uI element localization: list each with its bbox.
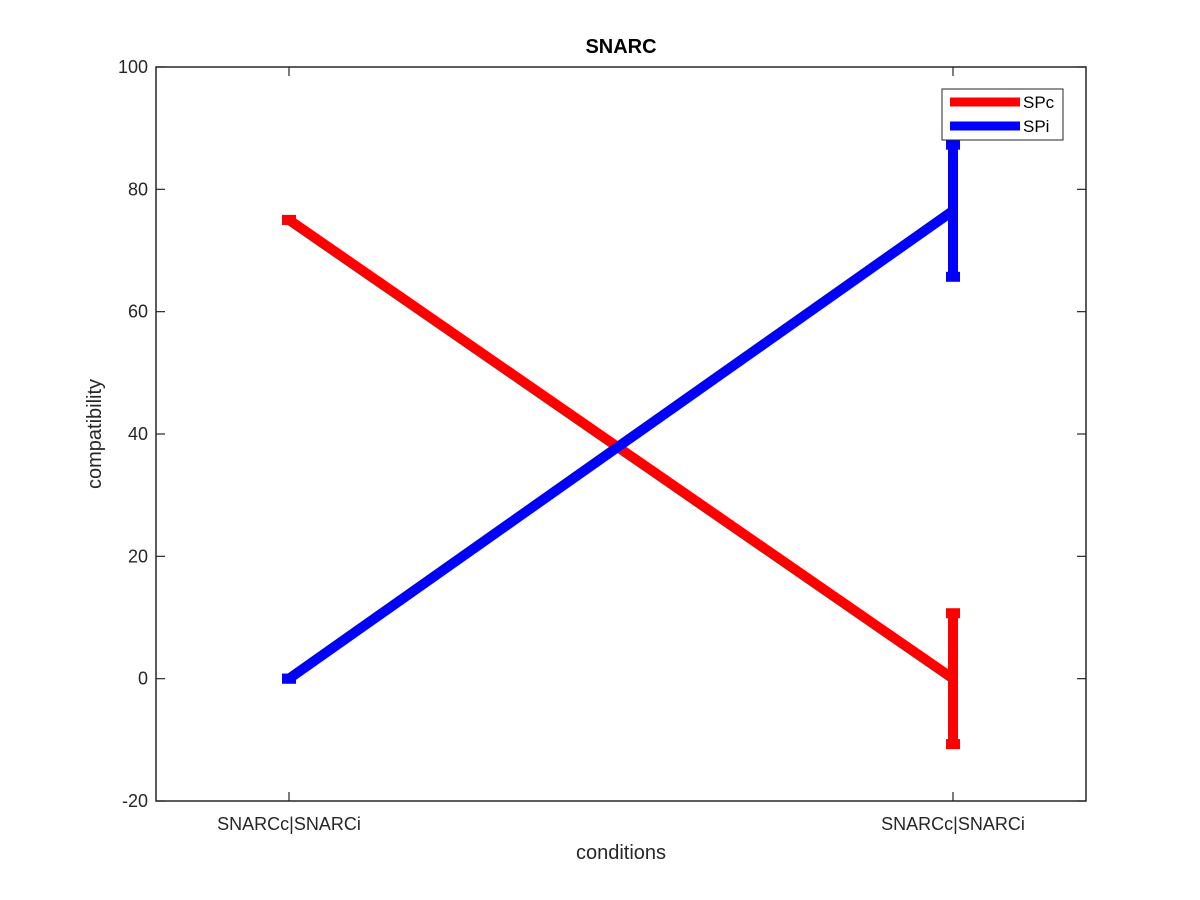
chart-title: SNARC [585, 36, 656, 58]
x-tick-label: SNARCc|SNARCi [881, 814, 1025, 834]
legend-label-spc: SPc [1023, 93, 1055, 112]
y-tick-label: 80 [128, 179, 148, 199]
y-axis-label: compatibility [84, 379, 106, 489]
x-axis-ticks: SNARCc|SNARCi SNARCc|SNARCi [217, 67, 1025, 834]
series-layer [282, 139, 960, 750]
legend: SPc SPi [941, 88, 1064, 141]
legend-label-spi: SPi [1023, 117, 1049, 136]
y-tick-label: 40 [128, 424, 148, 444]
y-tick-label: 100 [118, 57, 148, 77]
y-tick-label: 0 [138, 669, 148, 689]
y-tick-label: -20 [122, 791, 148, 811]
plot-area [156, 67, 1086, 801]
x-tick-label: SNARCc|SNARCi [217, 814, 361, 834]
axes-box [155, 66, 1087, 802]
series-spi [282, 139, 960, 684]
series-line-spi [286, 206, 956, 683]
x-axis-label: conditions [576, 842, 666, 864]
y-tick-label: 60 [128, 302, 148, 322]
y-axis-ticks: -20 0 20 40 60 80 100 [118, 57, 1086, 811]
y-tick-label: 20 [128, 546, 148, 566]
